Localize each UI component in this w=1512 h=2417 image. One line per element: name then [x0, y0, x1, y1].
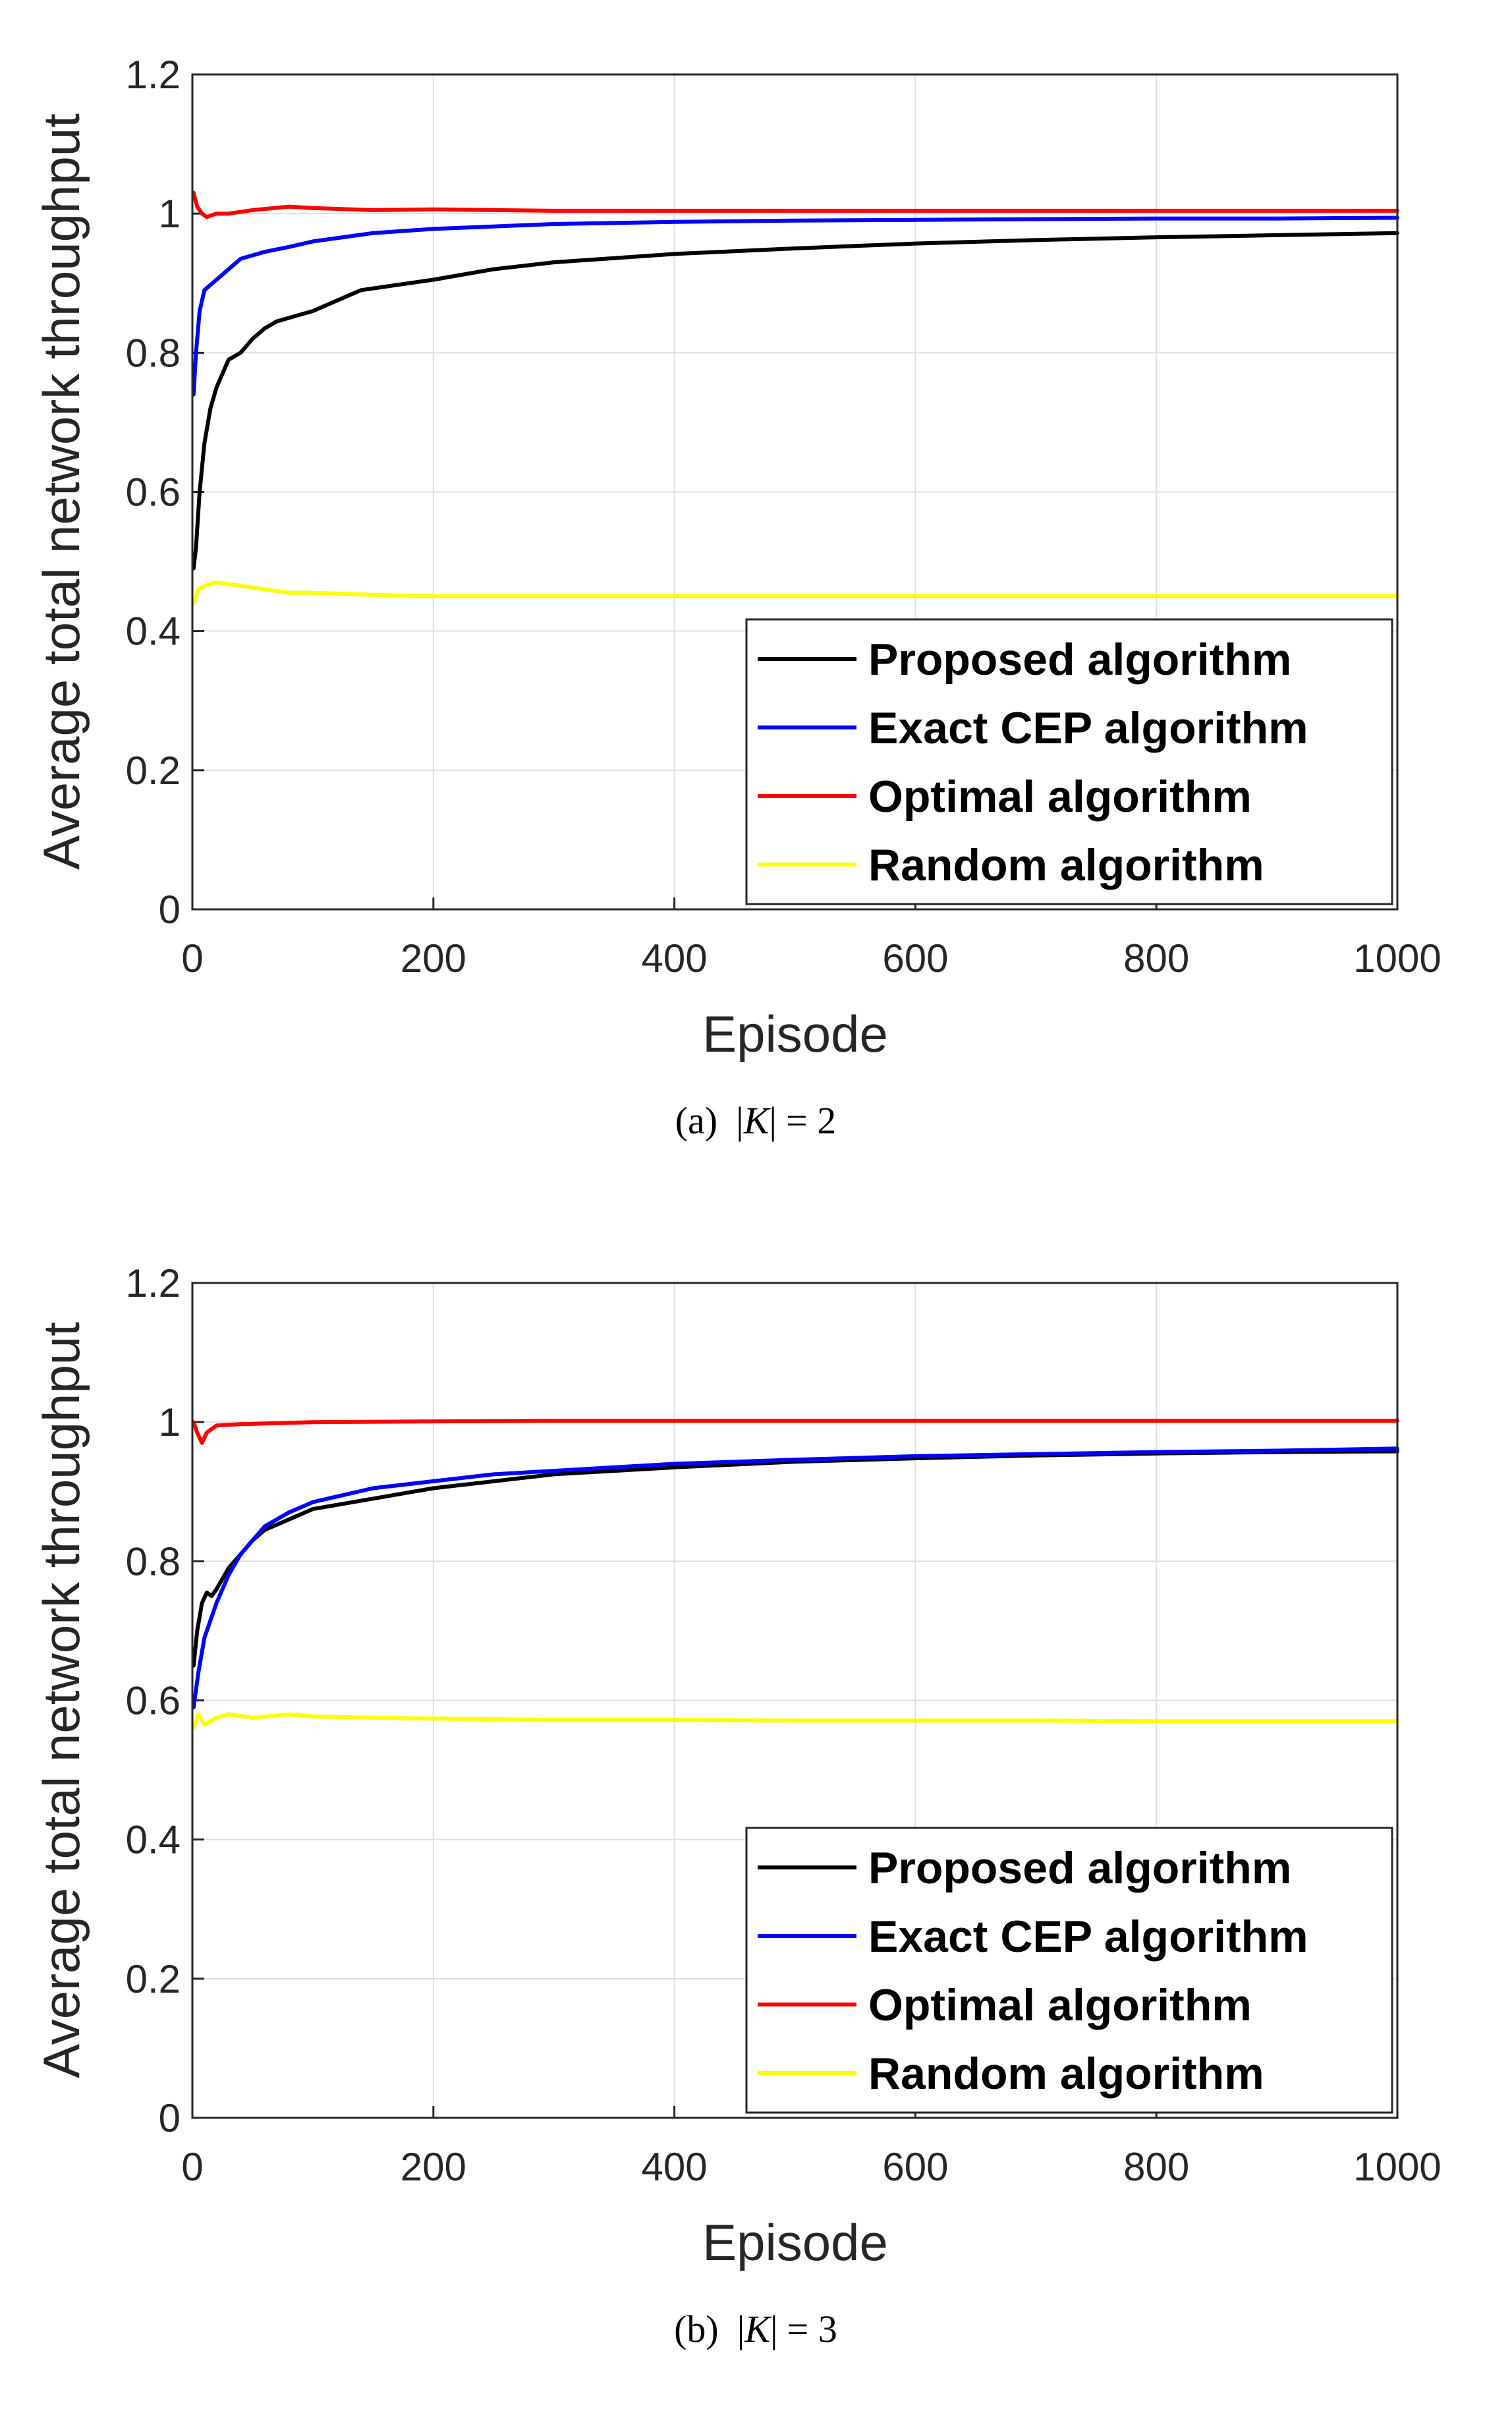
x-tick-label: 200 — [401, 2145, 466, 2189]
x-tick-label: 600 — [882, 2145, 948, 2189]
legend-label-exact-cep: Exact CEP algorithm — [868, 703, 1308, 753]
figure-caption-b: (b) |K| = 3 — [674, 2308, 837, 2350]
x-axis-title: Episode — [702, 2213, 888, 2271]
y-tick-label: 0.4 — [126, 1818, 181, 1862]
x-axis-title: Episode — [702, 1005, 888, 1063]
series-line-proposed-algorithm — [191, 231, 1399, 571]
series-lines — [191, 190, 1399, 606]
x-tick-label: 400 — [642, 936, 708, 981]
chart-svg-a: 0 0.2 0.4 0.6 0.8 1 1.2 0 200 400 600 800 1000 Epis… — [32, 53, 1442, 1142]
figure-caption-a: (a) |K| = 2 — [675, 1099, 837, 1142]
legend-label-optimal: Optimal algorithm — [868, 772, 1252, 822]
chart-svg-b: 0 0.2 0.4 0.6 0.8 1 1.2 0 200 400 600 800 1000 Epis… — [32, 1261, 1442, 2350]
x-tick-label: 0 — [181, 936, 203, 981]
y-tick-label: 0 — [159, 888, 181, 932]
legend-box — [745, 618, 1393, 905]
chart-panel-a: 0 0.2 0.4 0.6 0.8 1 1.2 0 200 400 600 800 1000 Epis… — [0, 0, 1512, 1208]
y-tick-label: 0.4 — [126, 610, 181, 654]
y-tick-label: 0.6 — [126, 470, 181, 515]
x-tick-label: 0 — [181, 2145, 203, 2189]
series-line-optimal-algorithm — [191, 1419, 1399, 1445]
y-tick-label: 0 — [159, 2096, 181, 2140]
y-tick-labels: 0 0.2 0.4 0.6 0.8 1 1.2 — [126, 53, 181, 932]
y-tick-label: 0.6 — [126, 1679, 181, 1723]
series-line-random-algorithm — [191, 580, 1399, 606]
x-tick-label: 1000 — [1353, 936, 1441, 981]
y-tick-label: 0.2 — [126, 749, 181, 793]
series-line-exact-cep-algorithm — [191, 215, 1399, 397]
caption-variable: K — [744, 2308, 772, 2350]
x-tick-label: 200 — [401, 936, 466, 981]
series-line-random-algorithm — [191, 1712, 1399, 1730]
plot-frame — [191, 73, 1399, 911]
y-tick-label: 0.2 — [126, 1957, 181, 2001]
series-line-optimal-algorithm — [191, 190, 1399, 219]
y-tick-label: 1 — [159, 1400, 181, 1444]
x-tick-labels: 0 200 400 600 800 1000 — [181, 2145, 1441, 2189]
x-tick-label: 800 — [1123, 2145, 1189, 2189]
x-tick-label: 600 — [882, 936, 948, 981]
caption-value: = 2 — [786, 1099, 836, 1142]
legend-label-random: Random algorithm — [868, 840, 1264, 890]
y-tick-label: 0.8 — [126, 331, 181, 375]
y-tick-labels: 0 0.2 0.4 0.6 0.8 1 1.2 — [126, 1261, 181, 2140]
x-tick-label: 800 — [1123, 936, 1189, 981]
legend-label-proposed: Proposed algorithm — [868, 635, 1291, 685]
legend-box — [745, 1827, 1393, 2114]
legend-label-optimal: Optimal algorithm — [868, 1980, 1252, 2030]
y-tick-label: 0.8 — [126, 1539, 181, 1583]
y-tick-label: 1.2 — [126, 1261, 181, 1305]
y-tick-label: 1.2 — [126, 53, 181, 97]
y-tick-label: 1 — [159, 192, 181, 236]
caption-label: (a) — [675, 1099, 717, 1142]
x-tick-labels: 0 200 400 600 800 1000 — [181, 936, 1441, 981]
legend: Proposed algorithm Exact CEP algorithm O… — [745, 1827, 1393, 2114]
plot-frame — [191, 1282, 1399, 2119]
y-axis-title: Average total network throughput — [32, 113, 90, 870]
caption-variable: K — [743, 1099, 771, 1142]
legend-label-exact-cep: Exact CEP algorithm — [868, 1912, 1308, 1962]
legend: Proposed algorithm Exact CEP algorithm O… — [745, 618, 1393, 905]
y-axis-title: Average total network throughput — [32, 1322, 90, 2078]
legend-label-random: Random algorithm — [868, 2049, 1264, 2099]
legend-label-proposed: Proposed algorithm — [868, 1843, 1291, 1893]
x-tick-label: 1000 — [1353, 2145, 1441, 2189]
chart-panel-b: 0 0.2 0.4 0.6 0.8 1 1.2 0 200 400 600 800 1000 Epis… — [0, 1208, 1512, 2417]
series-line-exact-cep-algorithm — [191, 1446, 1399, 1710]
caption-value: = 3 — [787, 2308, 837, 2350]
x-tick-label: 400 — [642, 2145, 708, 2189]
series-lines — [191, 1419, 1399, 1730]
caption-label: (b) — [674, 2308, 719, 2350]
